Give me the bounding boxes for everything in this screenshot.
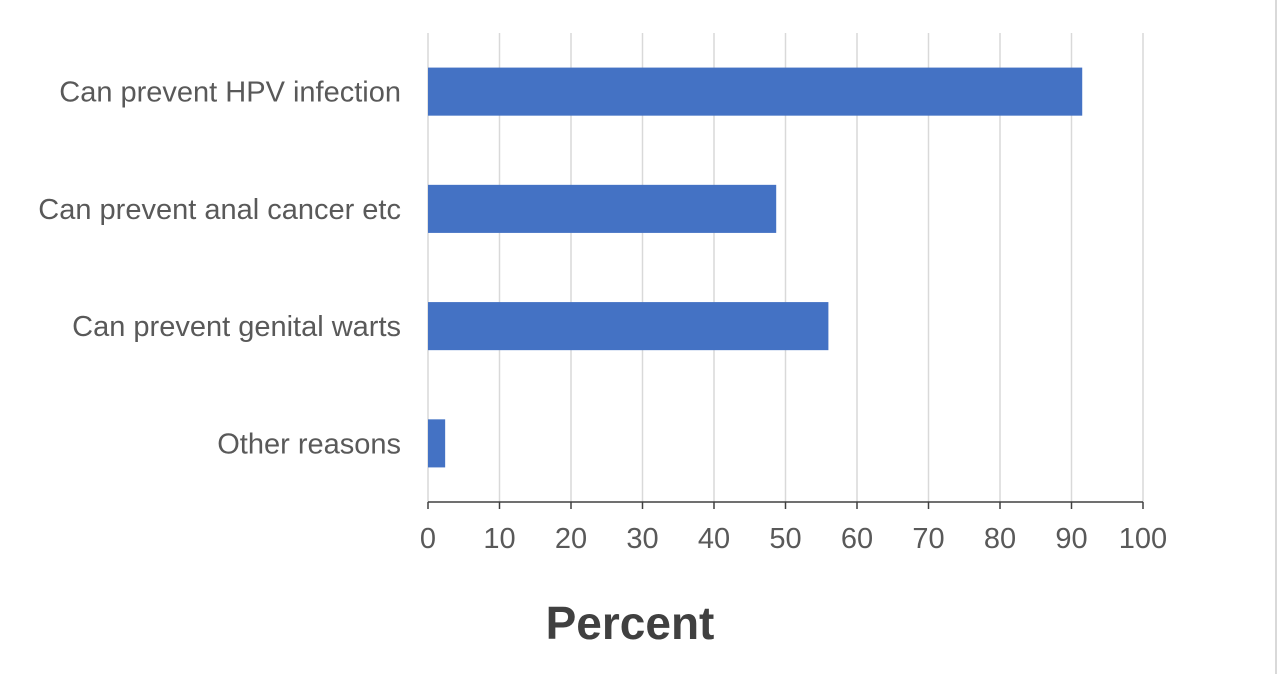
x-tick-label-100: 100	[1119, 523, 1167, 555]
x-tick-label-30: 30	[626, 523, 658, 555]
bar-3	[428, 302, 829, 351]
x-tick-label-60: 60	[841, 523, 873, 555]
x-tick-label-90: 90	[1055, 523, 1087, 555]
x-tick-label-0: 0	[420, 523, 436, 555]
x-tick-label-40: 40	[698, 523, 730, 555]
category-labels: Can prevent HPV infection Can prevent ana…	[38, 77, 401, 461]
category-label-2: Can prevent anal cancer etc	[38, 194, 401, 226]
bar-4	[428, 419, 446, 468]
x-tick-label-80: 80	[984, 523, 1016, 555]
x-tick-label-70: 70	[912, 523, 944, 555]
x-axis: 0 10 20 30 40 50 60 70 80 90 100	[420, 501, 1167, 555]
x-tick-label-50: 50	[769, 523, 801, 555]
x-axis-title: Percent	[546, 597, 715, 649]
x-tick-label-20: 20	[555, 523, 587, 555]
bars	[428, 67, 1083, 468]
x-tick-label-10: 10	[483, 523, 515, 555]
bar-2	[428, 184, 777, 233]
category-label-1: Can prevent HPV infection	[59, 77, 401, 109]
category-label-3: Can prevent genital warts	[72, 311, 401, 343]
category-label-4: Other reasons	[217, 428, 401, 460]
bar-1	[428, 67, 1083, 116]
